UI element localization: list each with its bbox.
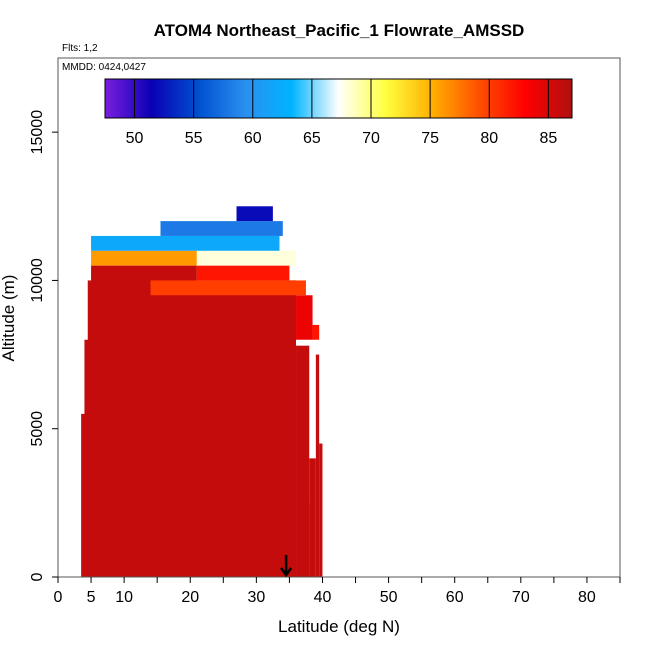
- y-tick-label-5000: 5000: [29, 411, 46, 447]
- x-tick-label-60: 60: [446, 589, 464, 606]
- colorbar-tick-label-65: 65: [303, 130, 321, 147]
- colorbar-tick-label-70: 70: [362, 130, 380, 147]
- x-tick-label-80: 80: [578, 589, 596, 606]
- upper-band-8: [91, 235, 280, 251]
- arrow-head: [280, 567, 293, 578]
- curtain-column-5: [309, 458, 316, 577]
- x-axis-label: Latitude (deg N): [278, 617, 400, 636]
- y-axis-label: Altitude (m): [0, 275, 18, 362]
- colorbar-tick-label-50: 50: [126, 130, 144, 147]
- curtain-cells: [81, 206, 323, 577]
- curtain-column-7: [319, 443, 323, 577]
- upper-band-3: [312, 324, 320, 340]
- colorbar-tick-label-80: 80: [480, 130, 498, 147]
- curtain-column-2: [87, 280, 297, 577]
- colorbar-tick-label-75: 75: [421, 130, 439, 147]
- curtain-column-6: [315, 354, 320, 577]
- colorbar-tick-label-55: 55: [185, 130, 203, 147]
- y-tick-label-15000: 15000: [29, 110, 46, 155]
- colorbar-tick-label-60: 60: [244, 130, 262, 147]
- upper-band-7: [196, 250, 297, 266]
- flights-label: Flts: 1,2: [62, 43, 98, 54]
- y-axis: 0 5000 10000 15000: [29, 110, 58, 581]
- x-tick-label-10: 10: [115, 589, 133, 606]
- upper-band-6: [91, 250, 197, 266]
- curtain-column-4: [299, 502, 310, 577]
- upper-band-4: [150, 280, 306, 296]
- x-tick-label-5: 5: [87, 589, 96, 606]
- x-tick-label-20: 20: [181, 589, 199, 606]
- mmdd-label: MMDD: 0424,0427: [62, 62, 146, 73]
- x-tick-label-50: 50: [380, 589, 398, 606]
- plot-border: [57, 57, 621, 578]
- upper-band-2: [296, 295, 313, 340]
- x-axis: 0 5 10 20 30 40 50 60 70 80: [54, 577, 621, 606]
- upper-band-10: [236, 206, 273, 222]
- y-tick-label-10000: 10000: [29, 258, 46, 303]
- colorbar-tick-label-85: 85: [539, 130, 557, 147]
- x-tick-label-30: 30: [247, 589, 265, 606]
- x-tick-label-70: 70: [512, 589, 530, 606]
- colorbar-bar: [104, 78, 573, 119]
- upper-band-9: [160, 221, 283, 236]
- y-tick-label-0: 0: [29, 572, 46, 581]
- plot-frame: [57, 57, 621, 578]
- upper-band-5: [196, 265, 290, 281]
- latitude-arrow-marker: [280, 555, 293, 578]
- colorbar: 50 55 60 65 70 75 80 85: [104, 78, 573, 147]
- x-tick-label-40: 40: [314, 589, 332, 606]
- chart-title: ATOM4 Northeast_Pacific_1 Flowrate_AMSSD: [154, 21, 525, 40]
- x-tick-label-0: 0: [54, 589, 63, 606]
